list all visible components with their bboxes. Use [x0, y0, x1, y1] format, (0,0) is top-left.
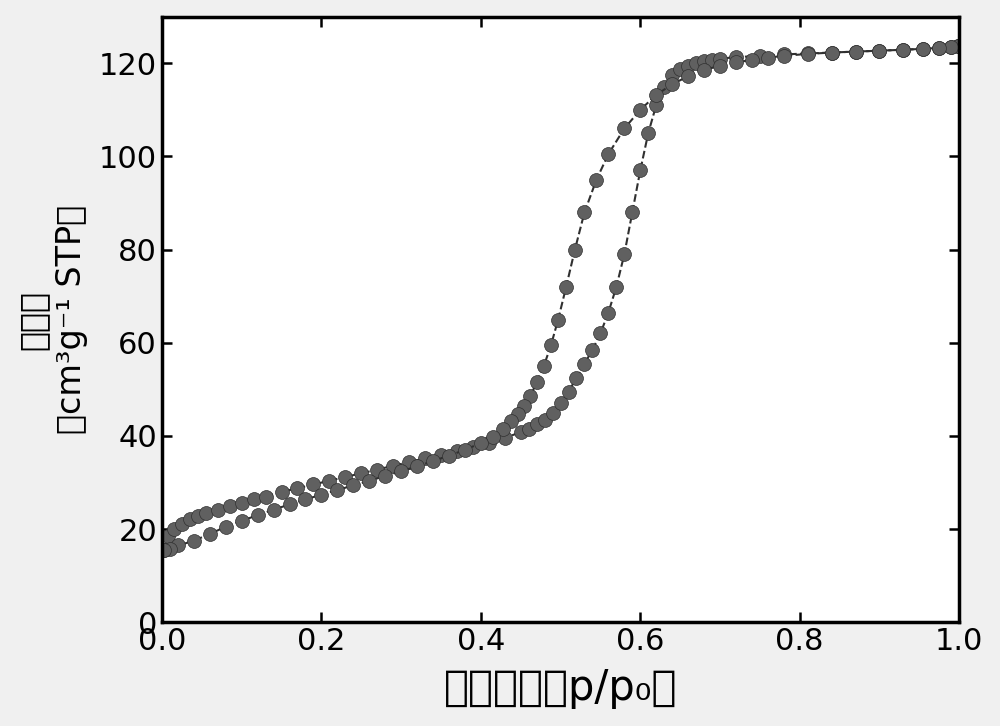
X-axis label: 相对压力（p/p₀）: 相对压力（p/p₀） [444, 667, 677, 709]
Y-axis label: 吸附量
（cm³g⁻¹ STP）: 吸附量 （cm³g⁻¹ STP） [17, 205, 88, 434]
